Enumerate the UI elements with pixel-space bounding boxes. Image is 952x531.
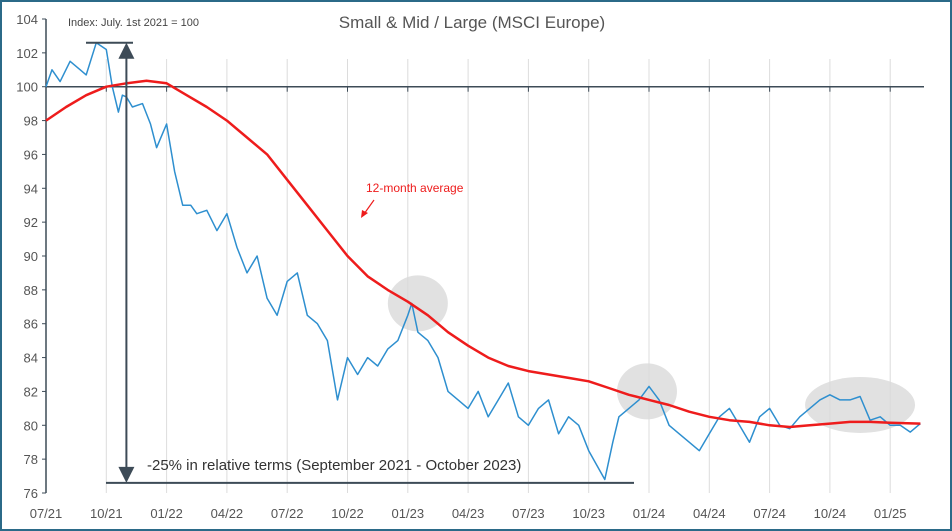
y-tick-label: 80: [24, 418, 38, 433]
average-pointer-arrow: [363, 199, 375, 215]
y-tick-label: 86: [24, 317, 38, 332]
x-tick-label: 04/22: [211, 506, 244, 521]
average-label: 12-month average: [366, 181, 464, 195]
y-tick-label: 90: [24, 249, 38, 264]
x-tick-label: 10/23: [572, 506, 605, 521]
highlight-ellipse: [805, 376, 916, 433]
x-tick-label: 04/23: [452, 506, 485, 521]
y-tick-label: 84: [24, 351, 38, 366]
x-tick-label: 07/21: [30, 506, 63, 521]
x-tick-label: 01/25: [874, 506, 907, 521]
axes: 07/21 10/21 01/22 04/22 07/22 10/22 01/23 04/23…: [16, 12, 924, 521]
highlight-ellipses: [387, 275, 916, 433]
arrow-down-icon: [118, 466, 135, 483]
grid-lines: [105, 59, 891, 493]
average-line: [45, 79, 921, 429]
y-tick-label: 96: [24, 147, 38, 162]
x-tick-label: 01/24: [633, 506, 666, 521]
y-tick-label: 100: [16, 80, 38, 95]
drawdown-label: -25% in relative terms (September 2021 -…: [147, 457, 521, 474]
x-tick-label: 07/23: [512, 506, 545, 521]
x-tick-label: 07/22: [271, 506, 304, 521]
arrow-head-icon: [361, 210, 368, 218]
y-tick-label: 104: [16, 12, 38, 27]
y-tick-label: 78: [24, 452, 38, 467]
arrow-up-icon: [118, 42, 135, 59]
series-lines: [45, 41, 921, 481]
x-tick-label: 04/24: [693, 506, 726, 521]
chart-subtitle: Index: July. 1st 2021 = 100: [68, 17, 199, 29]
x-tick-label: 07/24: [753, 506, 786, 521]
index-line: [45, 41, 921, 481]
y-tick-label: 94: [24, 181, 38, 196]
x-tick-label: 10/21: [90, 506, 123, 521]
x-tick-label: 10/22: [331, 506, 364, 521]
y-tick-label: 76: [24, 486, 38, 501]
y-tick-label: 92: [24, 215, 38, 230]
highlight-ellipse: [387, 275, 448, 332]
y-tick-label: 102: [16, 46, 38, 61]
x-tick-label: 01/23: [392, 506, 425, 521]
chart-title: Small & Mid / Large (MSCI Europe): [339, 13, 605, 32]
y-tick-label: 88: [24, 283, 38, 298]
x-tick-label: 10/24: [814, 506, 847, 521]
annotations: [86, 41, 634, 484]
y-tick-label: 82: [24, 384, 38, 399]
x-tick-label: 01/22: [150, 506, 183, 521]
y-tick-label: 98: [24, 114, 38, 129]
